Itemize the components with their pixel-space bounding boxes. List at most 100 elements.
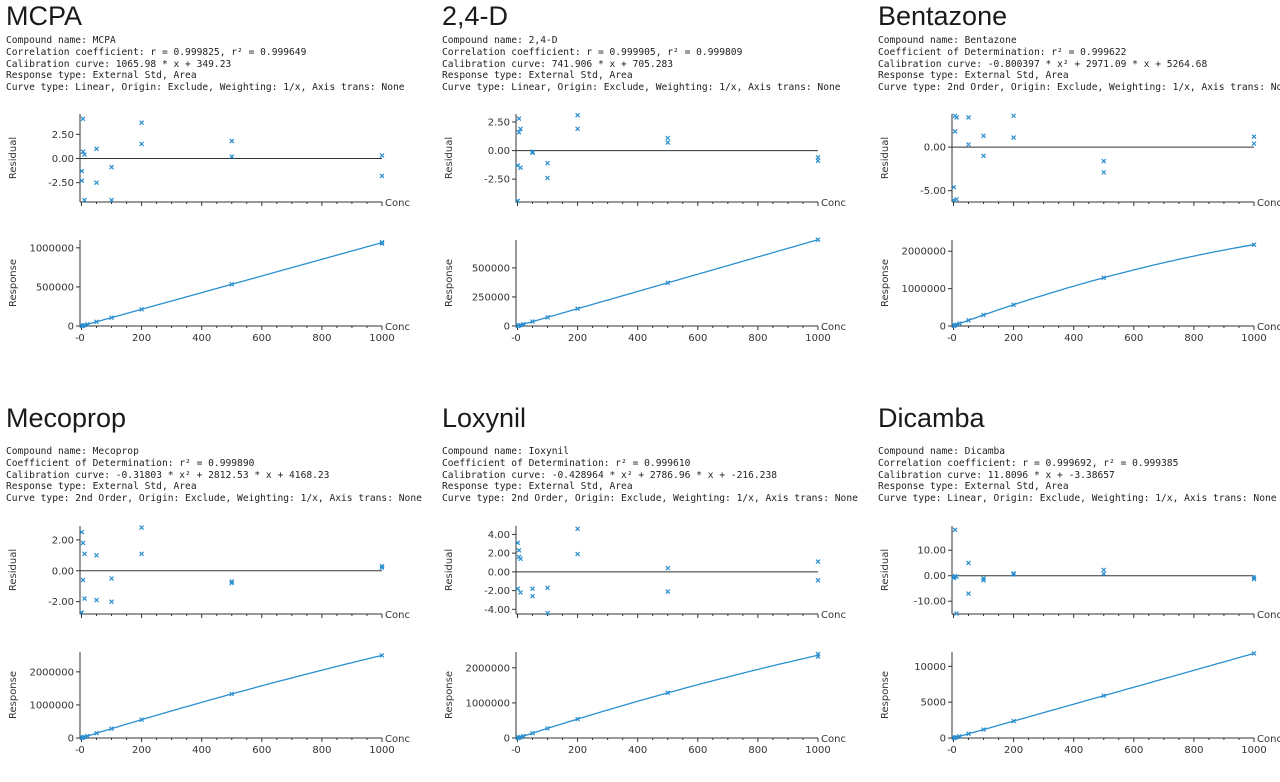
response-point-stroke xyxy=(109,726,114,732)
response-point-stroke xyxy=(957,321,962,327)
info-line: Calibration curve: -0.428964 * x² + 2786… xyxy=(442,469,778,481)
response-point-stroke xyxy=(1251,650,1257,656)
residual-point-stroke xyxy=(530,149,535,155)
residual-y-tick-label: 4.00 xyxy=(488,530,510,541)
info-line: Coefficient of Determination: r² = 0.999… xyxy=(878,46,1127,58)
chart-panel-2-4-d: 2,4-D Compound name: 2,4-D Correlation c… xyxy=(442,0,862,380)
response-y-tick-label: 250000 xyxy=(472,292,510,303)
residual-point xyxy=(94,597,99,603)
residual-point xyxy=(516,547,522,553)
response-x-tick-label: 600 xyxy=(252,745,271,756)
response-x-tick-label-neg: - xyxy=(511,745,515,756)
residual-y-tick-label: 0.00 xyxy=(924,143,946,154)
residual-x-label: Conc xyxy=(385,198,410,209)
residual-point-stroke xyxy=(1251,576,1257,582)
chart-title: MCPA xyxy=(6,1,83,31)
residual-point xyxy=(379,565,385,571)
compound-info: Compound name: Dicamba Correlation coeff… xyxy=(878,446,1277,505)
response-x-tick-label: 1000 xyxy=(1241,333,1266,344)
response-point xyxy=(379,241,385,246)
residual-point xyxy=(575,526,581,532)
residual-point xyxy=(966,115,971,120)
residual-point-stroke xyxy=(229,154,235,159)
response-y-tick-label: 500000 xyxy=(36,282,74,293)
residual-point xyxy=(665,589,671,594)
response-point xyxy=(530,730,535,736)
residual-point xyxy=(80,116,86,122)
residual-point-stroke xyxy=(94,552,99,558)
response-x-label: Conc xyxy=(821,734,846,745)
info-line: Correlation coefficient: r = 0.999905, r… xyxy=(442,46,743,58)
residual-point xyxy=(1101,571,1107,577)
residual-point-stroke xyxy=(1251,574,1257,580)
residual-point-stroke xyxy=(815,158,821,164)
residual-y-tick-label: -4.00 xyxy=(484,605,510,616)
residual-point-stroke xyxy=(516,129,522,135)
response-point-stroke xyxy=(575,716,581,722)
response-point xyxy=(815,651,821,657)
calibration-curve xyxy=(517,654,819,739)
response-point xyxy=(229,691,235,697)
residual-point xyxy=(94,146,99,152)
residual-point-stroke xyxy=(139,551,145,557)
info-line: Coefficient of Determination: r² = 0.999… xyxy=(6,457,255,469)
residual-y-tick-label: -2.00 xyxy=(484,586,510,597)
chart-title: Mecoprop xyxy=(6,403,127,433)
residual-point-stroke xyxy=(79,178,85,184)
residual-point xyxy=(966,591,971,597)
chart-svg: 2.50 0.00 -2.50 Residual Conc 0 200 400 600 800 10… xyxy=(444,112,846,344)
residual-point-stroke xyxy=(1011,113,1017,119)
residual-point xyxy=(109,197,114,203)
residual-point xyxy=(79,529,85,535)
response-y-tick-label: 1000000 xyxy=(901,284,946,295)
compound-info: Compound name: Ioxynil Coefficient of De… xyxy=(442,446,858,505)
residual-point xyxy=(952,527,958,533)
residual-x-label: Conc xyxy=(385,610,410,621)
calibration-curve xyxy=(81,654,383,739)
residual-point-stroke xyxy=(665,565,671,571)
response-point xyxy=(575,716,581,722)
residual-point xyxy=(575,126,581,132)
response-point xyxy=(1101,275,1107,281)
compound-info: Compound name: Bentazone Coefficient of … xyxy=(878,35,1280,94)
residual-point-stroke xyxy=(515,163,521,168)
residual-point-stroke xyxy=(1011,135,1017,140)
response-x-tick-label: 200 xyxy=(132,333,151,344)
residual-point xyxy=(966,560,971,566)
response-x-tick-label: 0 xyxy=(514,333,520,344)
residual-point-stroke xyxy=(379,563,385,569)
residual-point-stroke xyxy=(79,610,85,615)
residual-point-stroke xyxy=(1101,567,1107,573)
response-x-tick-label-neg: - xyxy=(75,745,79,756)
residual-point-stroke xyxy=(518,165,523,171)
info-line: Compound name: Bentazone xyxy=(878,35,1017,46)
residual-point-stroke xyxy=(954,196,959,202)
residual-point xyxy=(1251,141,1257,147)
info-line: Calibration curve: 741.906 * x + 705.283 xyxy=(442,58,674,70)
residual-point-stroke xyxy=(575,112,581,118)
residual-point-stroke xyxy=(966,560,971,566)
response-x-tick-label: 400 xyxy=(1064,745,1083,756)
response-x-tick-label: 800 xyxy=(748,745,767,756)
residual-point-stroke xyxy=(79,168,85,174)
residual-y-label: Residual xyxy=(8,549,19,591)
residual-point-stroke xyxy=(515,198,521,204)
chart-panel-mecoprop: Mecoprop Compound name: Mecoprop Coeffic… xyxy=(6,402,426,782)
response-point-stroke xyxy=(139,306,145,312)
residual-point xyxy=(515,198,521,204)
residual-point xyxy=(981,577,986,583)
residual-y-label: Residual xyxy=(880,137,891,179)
residual-point-stroke xyxy=(966,115,971,120)
response-point xyxy=(957,321,962,327)
residual-point xyxy=(815,577,821,583)
residual-point-stroke xyxy=(229,138,235,144)
response-point xyxy=(665,690,671,696)
residual-x-label: Conc xyxy=(1257,610,1280,621)
response-point xyxy=(229,281,235,287)
response-point-stroke xyxy=(957,733,962,739)
residual-point-stroke xyxy=(109,197,114,203)
response-point-stroke xyxy=(1011,302,1017,308)
response-point xyxy=(521,321,526,327)
info-line: Calibration curve: 11.8096 * x + -3.3865… xyxy=(878,469,1115,481)
response-point-stroke xyxy=(85,321,90,327)
